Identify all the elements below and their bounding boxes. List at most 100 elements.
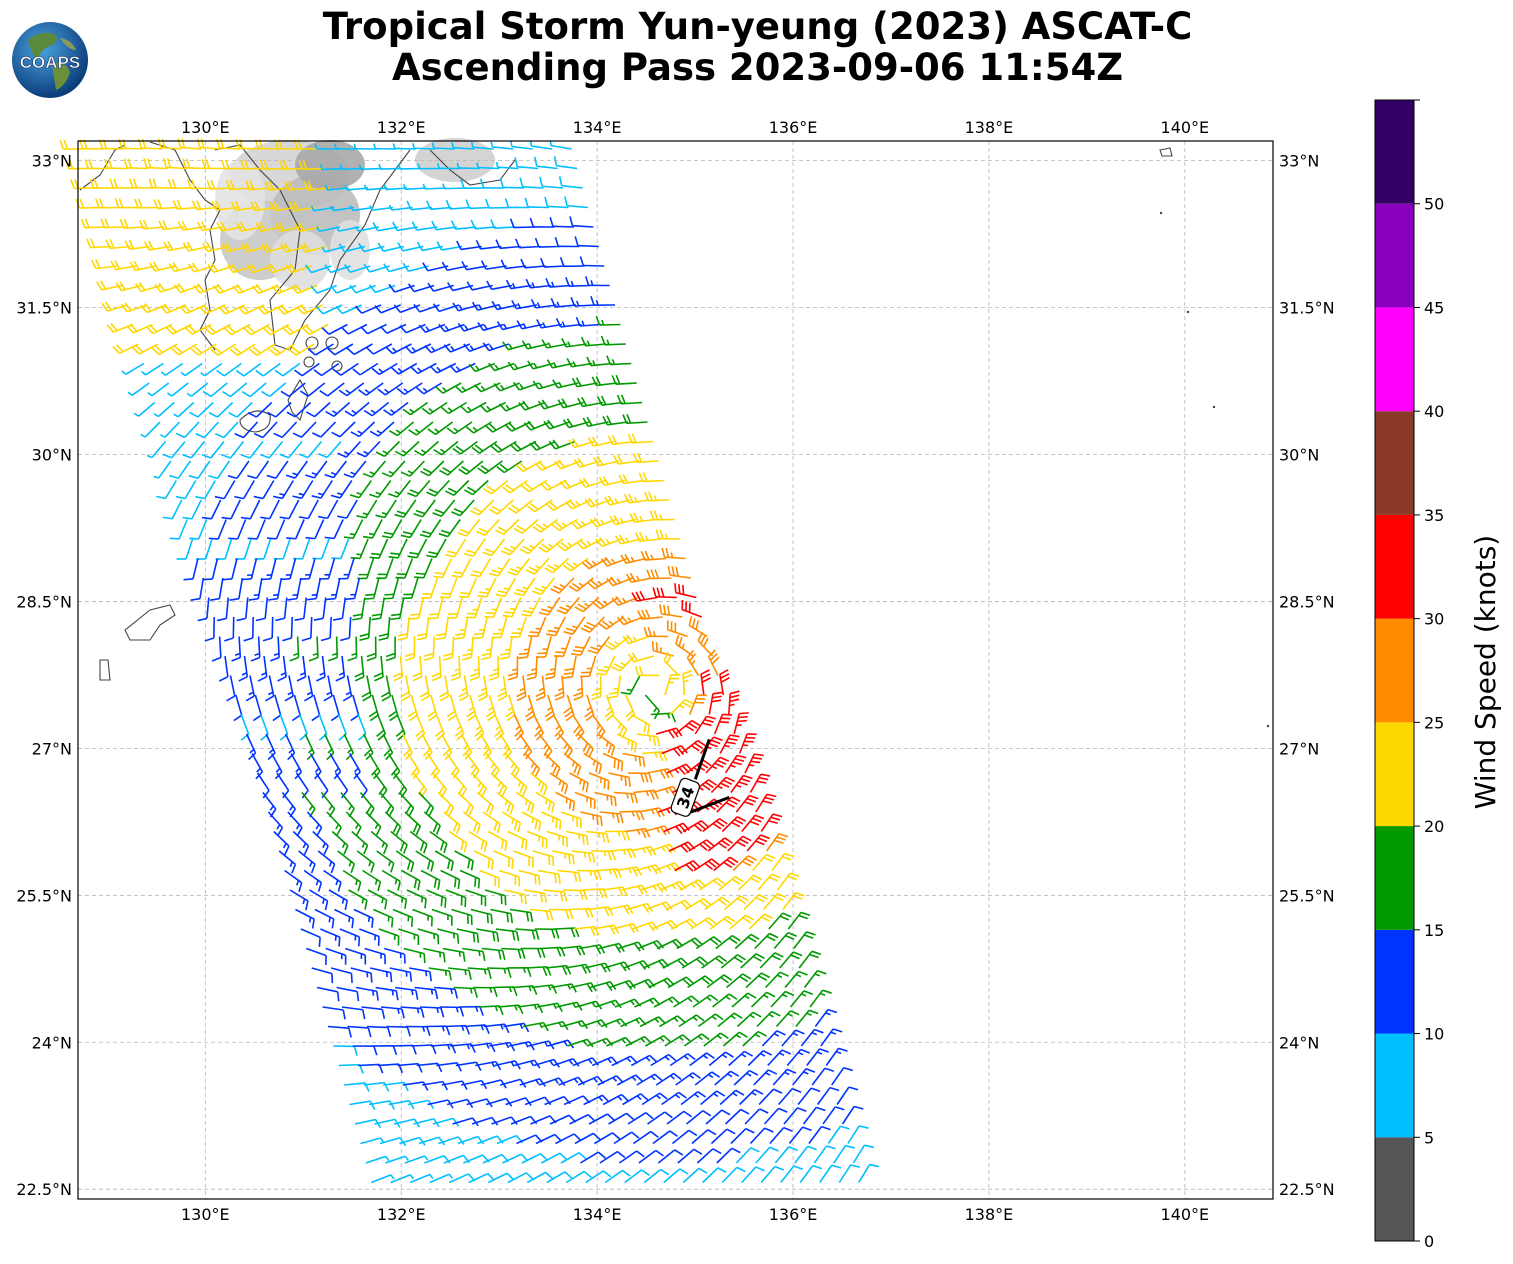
barb-feather <box>302 160 308 170</box>
barb-half-feather <box>391 990 394 996</box>
barb-feather <box>154 283 162 293</box>
barb-half-feather <box>273 593 279 597</box>
barb-half-feather <box>484 588 491 591</box>
barb-shaft <box>290 616 294 639</box>
barb-half-feather <box>450 988 453 995</box>
barb-feather <box>206 179 212 190</box>
wind-barb <box>397 163 422 170</box>
wind-barb <box>530 299 557 309</box>
barb-feather <box>147 240 154 250</box>
barb-feather <box>168 263 176 272</box>
wind-barb <box>187 179 213 190</box>
barb-feather <box>132 178 138 188</box>
barb-feather <box>252 346 262 354</box>
barb-feather <box>507 857 511 868</box>
wind-barb <box>495 239 521 250</box>
barb-feather <box>220 221 227 231</box>
barb-shaft <box>435 226 457 231</box>
barb-feather <box>119 281 126 291</box>
barb-feather <box>237 306 246 315</box>
barb-half-feather <box>542 322 546 328</box>
barb-shaft <box>164 362 184 376</box>
wind-barb <box>147 382 170 397</box>
globe-logo-icon: COAPS <box>12 22 88 98</box>
barb-feather <box>427 282 435 292</box>
barb-feather <box>138 219 145 230</box>
wind-barb <box>162 157 188 170</box>
barb-half-feather <box>508 343 513 350</box>
wind-barb <box>329 284 357 294</box>
barb-half-feather <box>592 360 596 366</box>
wind-barb <box>403 184 427 191</box>
barb-half-feather <box>576 300 580 307</box>
wind-barb <box>392 143 416 150</box>
barb-feather <box>416 241 423 251</box>
barb-feather <box>269 201 276 211</box>
barb-shaft <box>453 986 475 990</box>
barb-half-feather <box>470 142 474 148</box>
wind-barb <box>229 343 256 356</box>
barb-feather <box>148 178 153 188</box>
barb-shaft <box>531 145 553 150</box>
barb-feather <box>283 242 291 252</box>
barb-feather <box>115 344 124 353</box>
wind-barb <box>165 323 192 335</box>
barb-shaft <box>441 245 463 251</box>
wind-barb <box>173 283 201 294</box>
barb-half-feather <box>392 347 397 353</box>
barb-feather <box>261 390 271 398</box>
wind-barb <box>330 205 355 212</box>
wind-barb <box>182 158 207 170</box>
barb-feather <box>191 200 198 210</box>
wind-barb <box>310 284 337 294</box>
barb-half-feather <box>464 969 467 976</box>
yakushima-coast <box>239 410 271 433</box>
barb-feather <box>449 364 457 373</box>
barb-shaft <box>288 382 306 397</box>
barb-half-feather <box>460 628 466 632</box>
barb-feather <box>418 324 427 333</box>
barb-half-feather <box>572 361 577 367</box>
wind-barb <box>140 303 167 314</box>
barb-feather <box>519 177 524 188</box>
barb-feather <box>370 973 373 983</box>
barb-feather <box>230 263 238 272</box>
barb-feather <box>80 218 86 229</box>
barb-feather <box>443 344 452 353</box>
barb-feather <box>208 537 219 540</box>
barb-feather <box>110 260 117 270</box>
barb-shaft <box>432 636 435 658</box>
barb-feather <box>177 137 182 148</box>
barb-half-feather <box>430 346 436 352</box>
barb-feather <box>474 877 477 887</box>
wind-barb <box>225 180 252 191</box>
barb-shaft <box>397 226 419 232</box>
barb-feather <box>166 158 171 168</box>
barb-half-feather <box>458 304 463 311</box>
barb-feather <box>109 239 115 249</box>
barb-half-feather <box>456 162 460 169</box>
barb-feather <box>303 181 309 191</box>
barb-feather <box>299 390 309 397</box>
barb-half-feather <box>483 324 488 330</box>
wind-barb <box>445 199 472 210</box>
barb-feather <box>655 642 658 652</box>
wind-barb <box>575 316 602 327</box>
barb-half-feather <box>464 325 469 331</box>
wind-barb <box>606 355 632 366</box>
barb-feather <box>346 347 355 356</box>
barb-shaft <box>485 265 507 270</box>
wind-barb <box>584 276 610 287</box>
wind-barb <box>157 138 182 150</box>
wind-barb <box>411 221 438 231</box>
barb-shaft <box>342 304 362 315</box>
wind-barb <box>121 362 145 376</box>
barb-feather <box>586 356 592 366</box>
barb-half-feather <box>450 345 455 351</box>
barb-feather <box>624 776 627 787</box>
wind-barbs <box>59 137 880 1184</box>
barb-feather <box>590 295 595 306</box>
barb-feather <box>350 556 361 560</box>
barb-feather <box>90 238 96 248</box>
